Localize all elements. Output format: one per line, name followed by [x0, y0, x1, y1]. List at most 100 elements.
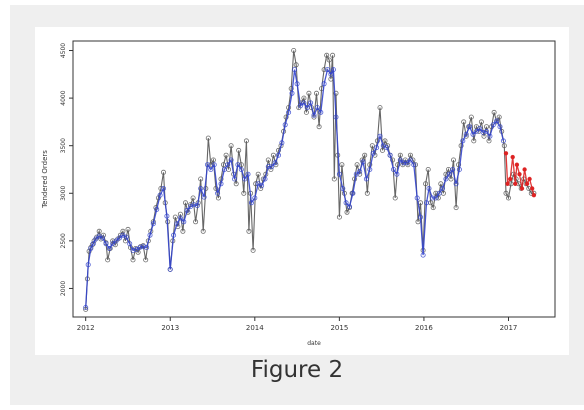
observed-point: [125, 226, 131, 232]
x-axis: 2012 2013 2014 2015 2016 2017: [77, 317, 518, 332]
fitted-point: [110, 241, 116, 247]
x-tick-label: 2017: [500, 324, 518, 332]
forecast-point: [531, 192, 537, 198]
fitted-point: [446, 171, 452, 177]
observed-point: [331, 176, 337, 182]
observed-point: [288, 86, 294, 92]
fitted-point: [480, 129, 486, 135]
fitted-point: [181, 219, 187, 225]
fitted-point: [436, 190, 442, 196]
observed-point: [233, 181, 239, 187]
fitted-point: [83, 304, 89, 310]
observed-point: [505, 195, 511, 201]
y-axis: 2000 2500 3000 3500 4000 4500: [60, 43, 73, 296]
observed-point: [448, 176, 454, 182]
fitted-point: [154, 206, 160, 212]
observed-point: [96, 228, 102, 234]
observed-point: [258, 185, 264, 191]
fitted-point: [487, 133, 493, 139]
series-observed: [83, 47, 537, 312]
fitted-point: [191, 202, 197, 208]
observed-point: [223, 152, 229, 158]
fitted-point: [130, 247, 136, 253]
fitted-point: [353, 171, 359, 177]
observed-point: [491, 109, 497, 115]
fitted-point: [235, 162, 241, 168]
plot-border: [72, 40, 556, 318]
observed-point: [501, 143, 507, 149]
fitted-point: [330, 67, 336, 73]
observed-point: [215, 195, 221, 201]
fitted-point: [245, 171, 251, 177]
fitted-point: [397, 157, 403, 163]
observed-point: [438, 181, 444, 187]
fitted-point: [198, 185, 204, 191]
fitted-point: [259, 183, 265, 189]
x-tick-label: 2013: [161, 324, 179, 332]
fitted-point: [171, 232, 177, 238]
observed-point: [407, 152, 413, 158]
fitted-point: [304, 105, 310, 111]
fitted-line: [85, 67, 505, 308]
fitted-point: [177, 215, 183, 221]
fitted-point: [394, 171, 400, 177]
observed-point: [228, 143, 234, 149]
observed-point: [143, 257, 149, 263]
fitted-point: [390, 166, 396, 172]
observed-point: [461, 119, 467, 125]
fitted-point: [164, 213, 170, 219]
fitted-point: [242, 176, 248, 182]
forecast-point: [505, 181, 510, 186]
fitted-point: [100, 235, 106, 241]
observed-point: [303, 109, 309, 115]
fitted-point: [90, 241, 96, 247]
observed-point: [362, 152, 368, 158]
fitted-point: [157, 192, 163, 198]
observed-point: [200, 228, 206, 234]
observed-point: [433, 190, 439, 196]
x-tick-label: 2015: [330, 324, 348, 332]
y-tick-label: 3500: [60, 138, 67, 153]
fitted-point: [463, 131, 469, 137]
observed-point: [450, 157, 456, 163]
fitted-point: [470, 131, 476, 137]
fitted-point: [363, 176, 369, 182]
fitted-point: [404, 160, 410, 166]
fitted-point: [494, 118, 500, 124]
fitted-point: [150, 221, 156, 227]
fitted-point: [204, 162, 210, 168]
fitted-point: [377, 133, 383, 139]
fitted-point: [174, 221, 180, 227]
observed-point: [382, 138, 388, 144]
fitted-point: [294, 81, 300, 87]
plot-image: 2012 2013 2014 2015 2016 2017 2000 2500 3000 350…: [35, 27, 569, 355]
fitted-point: [443, 176, 449, 182]
fitted-point: [286, 109, 292, 115]
observed-point: [293, 62, 299, 68]
observed-point: [364, 190, 370, 196]
observed-point: [208, 162, 214, 168]
observed-point: [354, 162, 360, 168]
fitted-point: [211, 162, 217, 168]
observed-point: [328, 76, 334, 82]
observed-point: [326, 57, 332, 63]
observed-point: [430, 205, 436, 211]
observed-point: [458, 143, 464, 149]
x-tick-label: 2012: [77, 324, 95, 332]
fitted-point: [453, 181, 459, 187]
observed-point: [270, 152, 276, 158]
fitted-point: [140, 244, 146, 250]
observed-point: [130, 257, 136, 263]
time-series-chart: 2012 2013 2014 2015 2016 2017 2000 2500 3000 350…: [41, 40, 556, 347]
fitted-point: [289, 90, 295, 96]
fitted-point: [147, 232, 153, 238]
fitted-point: [218, 181, 224, 187]
observed-point: [496, 114, 502, 120]
fitted-point: [311, 112, 317, 118]
fitted-point: [473, 128, 479, 134]
fitted-point: [123, 234, 129, 240]
observed-point: [198, 176, 204, 182]
observed-point: [306, 90, 312, 96]
observed-point: [255, 171, 261, 177]
fitted-point: [184, 207, 190, 213]
